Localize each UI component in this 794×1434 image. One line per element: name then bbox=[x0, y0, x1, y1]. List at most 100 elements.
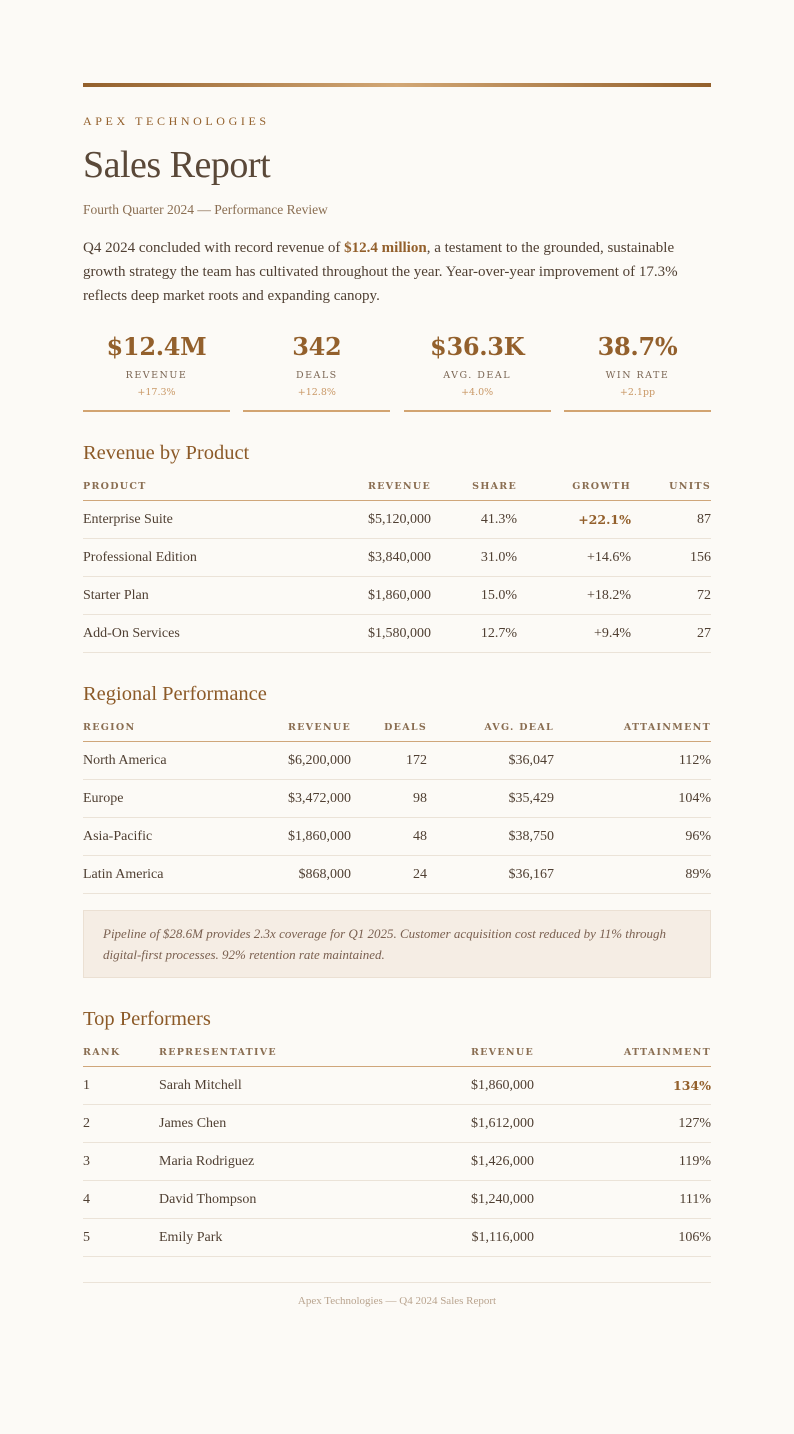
cell-product: Starter Plan bbox=[83, 576, 311, 615]
col-header-region: REGION bbox=[83, 722, 241, 742]
pipeline-callout: Pipeline of $28.6M provides 2.3x coverag… bbox=[83, 910, 711, 978]
cell-rank: 1 bbox=[83, 1066, 159, 1105]
col-header-rank: RANK bbox=[83, 1047, 159, 1067]
cell-share: 41.3% bbox=[431, 500, 517, 539]
col-header-revenue: REVENUE bbox=[311, 481, 431, 501]
kpi-value: $36.3K bbox=[430, 332, 525, 361]
cell-rank: 5 bbox=[83, 1218, 159, 1257]
cell-revenue: $6,200,000 bbox=[241, 741, 351, 780]
report-page: APEX TECHNOLOGIES Sales Report Fourth Qu… bbox=[83, 0, 711, 1307]
region-table: REGION REVENUE DEALS AVG. DEAL ATTAINMEN… bbox=[83, 722, 711, 894]
cell-revenue: $1,860,000 bbox=[311, 576, 431, 615]
cell-revenue: $5,120,000 bbox=[311, 500, 431, 539]
table-row: Latin America $868,000 24 $36,167 89% bbox=[83, 855, 711, 894]
section-title-products: Revenue by Product bbox=[83, 442, 250, 464]
cell-attainment: 96% bbox=[554, 817, 711, 856]
kpi-change: +17.3% bbox=[137, 387, 176, 398]
col-header-growth: GROWTH bbox=[517, 481, 631, 501]
cell-attainment-highlight: 134% bbox=[534, 1066, 711, 1105]
table-row: 1 Sarah Mitchell $1,860,000 134% bbox=[83, 1066, 711, 1105]
table-row: Professional Edition $3,840,000 31.0% +1… bbox=[83, 538, 711, 577]
table-row: 4 David Thompson $1,240,000 111% bbox=[83, 1180, 711, 1219]
cell-deals: 172 bbox=[351, 741, 427, 780]
section-title-regions: Regional Performance bbox=[83, 683, 267, 705]
cell-attainment: 89% bbox=[554, 855, 711, 894]
kpi-label: WIN RATE bbox=[605, 370, 670, 381]
col-header-attainment: ATTAINMENT bbox=[554, 722, 711, 742]
product-table: PRODUCT REVENUE SHARE GROWTH UNITS Enter… bbox=[83, 481, 711, 653]
cell-deals: 98 bbox=[351, 779, 427, 818]
cell-name: Emily Park bbox=[159, 1218, 384, 1257]
cell-attainment: 111% bbox=[534, 1180, 711, 1219]
cell-avg-deal: $36,047 bbox=[427, 741, 554, 780]
table-row: Asia-Pacific $1,860,000 48 $38,750 96% bbox=[83, 817, 711, 856]
cell-revenue: $1,240,000 bbox=[384, 1180, 534, 1219]
cell-growth: +14.6% bbox=[517, 538, 631, 577]
cell-revenue: $1,426,000 bbox=[384, 1142, 534, 1181]
cell-avg-deal: $35,429 bbox=[427, 779, 554, 818]
table-row: Starter Plan $1,860,000 15.0% +18.2% 72 bbox=[83, 576, 711, 615]
cell-attainment: 104% bbox=[554, 779, 711, 818]
section-title-performers: Top Performers bbox=[83, 1008, 211, 1030]
kpi-value: $12.4M bbox=[106, 332, 207, 361]
col-header-product: PRODUCT bbox=[83, 481, 311, 501]
cell-avg-deal: $36,167 bbox=[427, 855, 554, 894]
col-header-revenue: REVENUE bbox=[241, 722, 351, 742]
cell-attainment: 106% bbox=[534, 1218, 711, 1257]
cell-revenue: $1,860,000 bbox=[384, 1066, 534, 1105]
cell-growth-highlight: +22.1% bbox=[517, 500, 631, 539]
kpi-row: $12.4M REVENUE +17.3% 342 DEALS +12.8% $… bbox=[83, 330, 711, 412]
cell-growth: +9.4% bbox=[517, 614, 631, 653]
kpi-card-win-rate: 38.7% WIN RATE +2.1pp bbox=[563, 330, 711, 412]
kpi-label: REVENUE bbox=[125, 370, 188, 381]
cell-region: North America bbox=[83, 741, 241, 780]
col-header-deals: DEALS bbox=[351, 722, 427, 742]
cell-product: Add-On Services bbox=[83, 614, 311, 653]
kpi-card-deals: 342 DEALS +12.8% bbox=[243, 330, 391, 412]
cell-units: 156 bbox=[631, 538, 711, 577]
page-title: Sales Report bbox=[83, 144, 271, 186]
table-row: Europe $3,472,000 98 $35,429 104% bbox=[83, 779, 711, 818]
cell-attainment: 112% bbox=[554, 741, 711, 780]
cell-revenue: $1,612,000 bbox=[384, 1104, 534, 1143]
company-name: APEX TECHNOLOGIES bbox=[83, 114, 270, 128]
table-row: North America $6,200,000 172 $36,047 112… bbox=[83, 741, 711, 780]
cell-name: Maria Rodriguez bbox=[159, 1142, 384, 1181]
cell-attainment: 127% bbox=[534, 1104, 711, 1143]
intro-highlight: $12.4 million bbox=[344, 240, 427, 256]
table-row: 2 James Chen $1,612,000 127% bbox=[83, 1104, 711, 1143]
cell-rank: 2 bbox=[83, 1104, 159, 1143]
cell-rank: 4 bbox=[83, 1180, 159, 1219]
table-row: Enterprise Suite $5,120,000 41.3% +22.1%… bbox=[83, 500, 711, 539]
kpi-value: 38.7% bbox=[597, 332, 678, 361]
kpi-card-revenue: $12.4M REVENUE +17.3% bbox=[83, 330, 230, 412]
cell-revenue: $3,840,000 bbox=[311, 538, 431, 577]
cell-revenue: $1,580,000 bbox=[311, 614, 431, 653]
cell-region: Latin America bbox=[83, 855, 241, 894]
table-row: Add-On Services $1,580,000 12.7% +9.4% 2… bbox=[83, 614, 711, 653]
top-gradient-rule bbox=[83, 83, 711, 87]
cell-revenue: $3,472,000 bbox=[241, 779, 351, 818]
cell-revenue: $868,000 bbox=[241, 855, 351, 894]
page-footer: Apex Technologies — Q4 2024 Sales Report bbox=[83, 1282, 711, 1307]
cell-name: David Thompson bbox=[159, 1180, 384, 1219]
cell-name: Sarah Mitchell bbox=[159, 1066, 384, 1105]
cell-share: 12.7% bbox=[431, 614, 517, 653]
col-header-units: UNITS bbox=[631, 481, 711, 501]
col-header-revenue: REVENUE bbox=[384, 1047, 534, 1067]
page-subtitle: Fourth Quarter 2024 — Performance Review bbox=[83, 202, 328, 217]
intro-paragraph: Q4 2024 concluded with record revenue of… bbox=[83, 236, 711, 308]
kpi-change: +2.1pp bbox=[619, 387, 656, 398]
cell-share: 15.0% bbox=[431, 576, 517, 615]
col-header-representative: REPRESENTATIVE bbox=[159, 1047, 384, 1067]
cell-revenue: $1,116,000 bbox=[384, 1218, 534, 1257]
cell-region: Asia-Pacific bbox=[83, 817, 241, 856]
cell-deals: 24 bbox=[351, 855, 427, 894]
col-header-attainment: ATTAINMENT bbox=[534, 1047, 711, 1067]
kpi-label: DEALS bbox=[295, 370, 338, 381]
cell-region: Europe bbox=[83, 779, 241, 818]
cell-product: Enterprise Suite bbox=[83, 500, 311, 539]
cell-units: 72 bbox=[631, 576, 711, 615]
kpi-change: +4.0% bbox=[461, 387, 494, 398]
intro-text-2: , a testament to the grounded, sustainab… bbox=[83, 240, 678, 304]
